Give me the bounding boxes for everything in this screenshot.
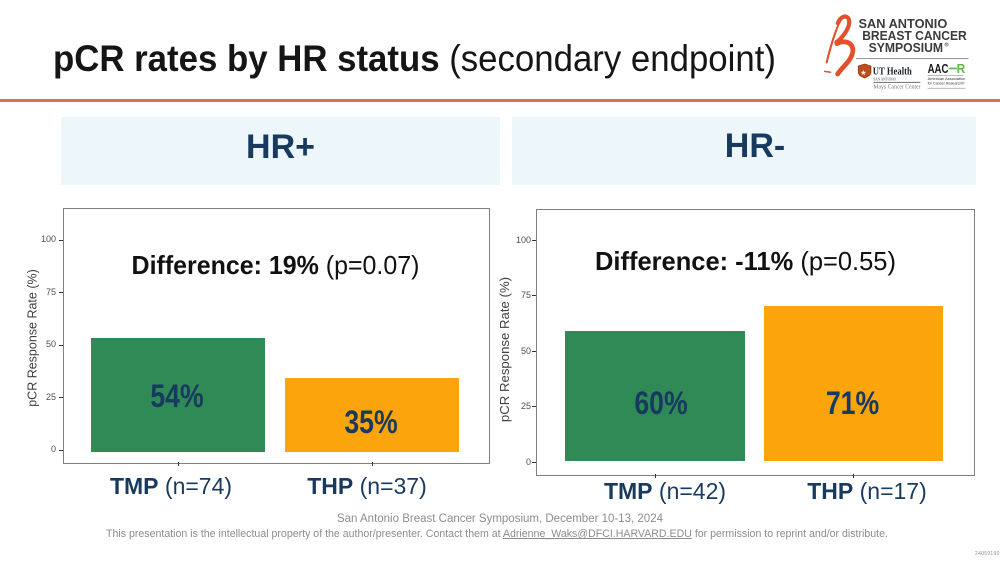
svg-text:R: R xyxy=(957,62,966,76)
svg-text:AAC: AAC xyxy=(928,62,949,76)
svg-text:★: ★ xyxy=(860,69,866,77)
svg-text:SAN ANTONIO: SAN ANTONIO xyxy=(873,77,896,81)
svg-text:UT Health: UT Health xyxy=(873,67,912,78)
svg-text:®: ® xyxy=(945,42,949,49)
svg-text:BREAST CANCER: BREAST CANCER xyxy=(862,28,967,43)
svg-text:SYMPOSIUM: SYMPOSIUM xyxy=(869,40,944,55)
svg-text:American Association: American Association xyxy=(928,77,966,81)
svg-text:for Cancer Research®: for Cancer Research® xyxy=(928,82,965,86)
svg-text:Mays Cancer Center: Mays Cancer Center xyxy=(873,84,920,91)
svg-text:SAN ANTONIO: SAN ANTONIO xyxy=(859,16,948,31)
